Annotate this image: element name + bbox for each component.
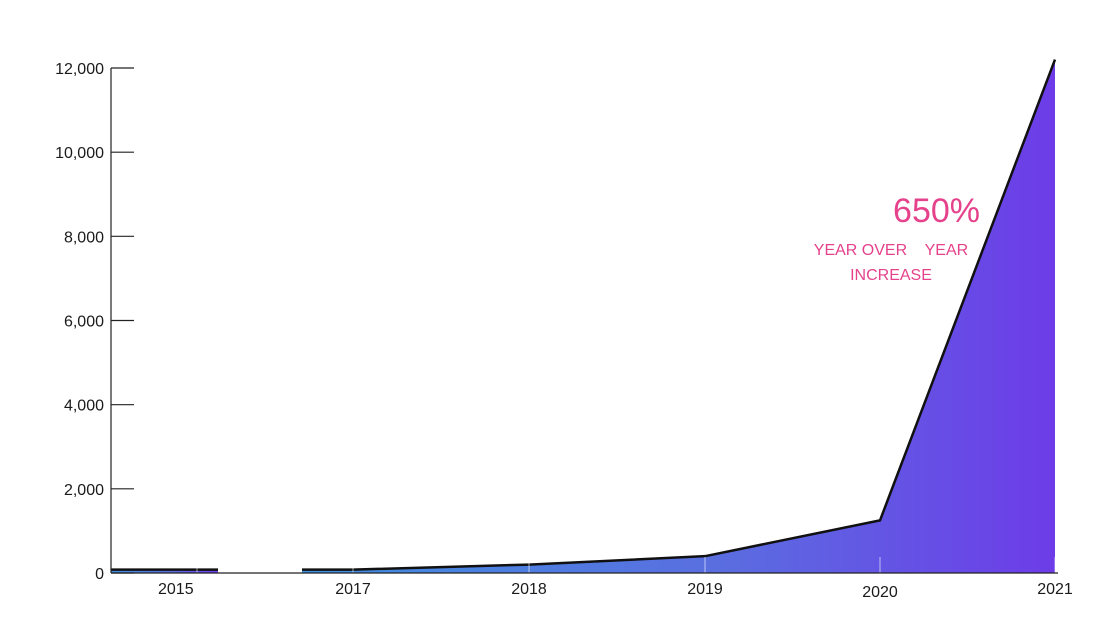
y-tick-label: 4,000 xyxy=(64,398,104,415)
y-tick-label: 2,000 xyxy=(64,482,104,499)
y-tick-label: 12,000 xyxy=(55,61,104,78)
x-tick-label: 2019 xyxy=(687,581,723,598)
axis-layer xyxy=(110,67,1058,574)
y-tick-label: 0 xyxy=(95,566,104,583)
label-layer: 0 2,000 4,000 6,000 8,000 10,000 12,000 2015 201… xyxy=(55,61,1073,601)
y-tick-label: 10,000 xyxy=(55,145,104,162)
x-tick-label: 2017 xyxy=(335,581,371,598)
x-tick-label: 2020 xyxy=(862,584,898,601)
x-tick-label: 2021 xyxy=(1037,581,1073,598)
y-tick-label: 6,000 xyxy=(64,314,104,331)
series-line xyxy=(302,59,1057,571)
area-fill xyxy=(302,59,1055,574)
annotation-percentage: 650% xyxy=(893,192,980,230)
x-tick-label: 2015 xyxy=(158,581,194,598)
y-tick-label: 8,000 xyxy=(64,229,104,246)
annotation-caption: YEAR OVER YEAR INCREASE xyxy=(813,242,969,284)
area-layer xyxy=(111,59,1057,574)
x-tick-label: 2018 xyxy=(511,581,547,598)
